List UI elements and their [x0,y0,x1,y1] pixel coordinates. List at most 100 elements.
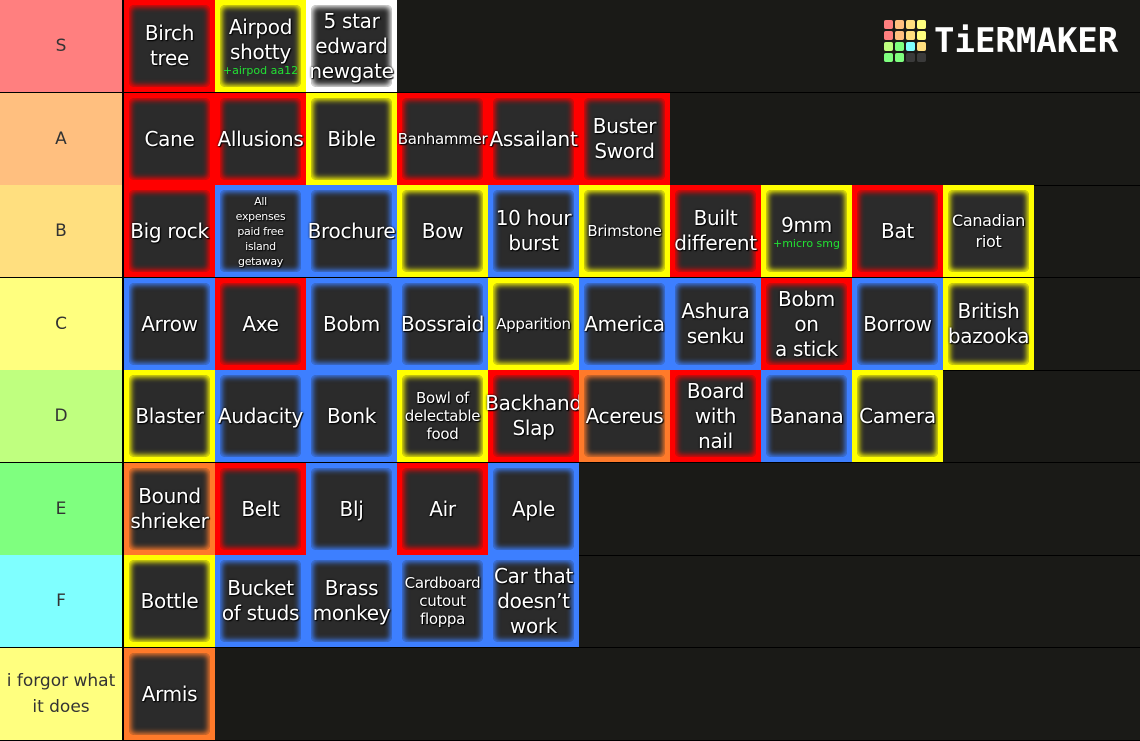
tier-item-card[interactable]: 10 hour burst [488,185,579,277]
tier-item-card[interactable]: Car that doesn’t work [488,555,579,647]
tier-item-card[interactable]: Ashura senku [670,278,761,370]
tier-item-label: Banana [769,403,844,428]
tier-item-tile: Ashura senku [675,283,756,365]
tier-item-card[interactable]: Axe [215,278,306,370]
logo-grid-cell [884,42,893,51]
tier-item-card[interactable]: Bowl of delectable food [397,370,488,462]
tier-item-label: Board with nail [686,378,745,453]
tier-label[interactable]: E [0,463,124,555]
tier-item-label: Assailant [489,126,578,151]
tier-item-tile: Airpod shotty +airpod aa12 [220,5,301,87]
tier-item-card[interactable]: Bound shrieker [124,463,215,555]
tier-item-card[interactable]: Brimstone [579,185,670,277]
tier-item-label: Backhand Slap [485,391,582,440]
tier-item-label: Borrow [863,311,932,336]
tier-item-card[interactable]: Arrow [124,278,215,370]
tier-item-label: Arrow [141,311,198,336]
tier-item-tile: Allusions [217,98,304,180]
tier-item-card[interactable]: British bazooka [943,278,1034,370]
tier-item-card[interactable]: Air [397,463,488,555]
tier-item-card[interactable]: Bossraid [397,278,488,370]
tier-item-label: Bonk [326,403,376,428]
logo-grid-cell [906,42,915,51]
tier-item-tile: Birch tree [129,5,210,87]
tier-item-card[interactable]: Banana [761,370,852,462]
tier-item-card[interactable]: Cane [124,93,215,185]
logo-grid-cell [917,53,926,62]
tier-item-card[interactable]: Bonk [306,370,397,462]
tier-item-card[interactable]: Borrow [852,278,943,370]
tier-item-card[interactable]: Cardboard cutout floppa [397,555,488,647]
tiermaker-logo-text: TiERMAKER [934,21,1119,61]
tier-label[interactable]: i forgor what it does [0,648,124,740]
tier-item-card[interactable]: Brochure [306,185,397,277]
tier-row: D Blaster Audacity Bonk Bowl of delectable f… [0,370,1140,463]
tier-items: Cane Allusions Bible Banhammer Assailant Bust… [124,93,670,185]
tier-row: F Bottle Bucket of studs Brass monkey Cardbo… [0,555,1140,648]
tier-item-card[interactable]: Bat [852,185,943,277]
tier-item-tile: Brochure [308,190,396,272]
tier-item-label: Bound shrieker [130,484,209,533]
tiermaker-logo: TiERMAKER [884,20,1118,62]
tier-label[interactable]: A [0,93,124,185]
tier-item-card[interactable]: 5 star edward newgate [306,0,397,92]
tier-item-card[interactable]: Armis [124,648,215,740]
tier-item-card[interactable]: Allusions [215,93,306,185]
tier-label[interactable]: B [0,185,124,277]
tier-item-card[interactable]: Camera [852,370,943,462]
tier-item-card[interactable]: Built different [670,185,761,277]
tier-item-card[interactable]: Bible [306,93,397,185]
tier-item-tile: Bobm on a stick [766,283,847,365]
tier-item-card[interactable]: Bucket of studs [215,555,306,647]
tier-item-card[interactable]: Airpod shotty +airpod aa12 [215,0,306,92]
tier-item-label: Car that doesn’t work [493,563,574,638]
tier-item-card[interactable]: Bobm [306,278,397,370]
tier-item-card[interactable]: Canadian riot [943,185,1034,277]
tier-item-card[interactable]: 9mm +micro smg [761,185,852,277]
tier-items: Bound shrieker Belt Blj Air Aple [124,463,579,555]
tier-item-tile: Arrow [129,283,210,365]
tier-item-card[interactable]: Big rock [124,185,215,277]
tier-item-label: All expenses paid free island getaway [235,194,286,268]
tier-item-card[interactable]: Acereus [579,370,670,462]
tier-item-label: Audacity [217,403,304,428]
tier-item-tile: Armis [129,653,210,735]
tier-item-label: 10 hour burst [495,206,572,255]
tier-item-card[interactable]: Audacity [215,370,306,462]
tier-item-label: Cane [144,126,195,151]
tier-items: Birch tree Airpod shotty +airpod aa12 5 sta… [124,0,397,92]
tier-item-label: America [584,311,665,336]
tier-item-card[interactable]: Bobm on a stick [761,278,852,370]
tier-item-card[interactable]: Belt [215,463,306,555]
tier-item-tile: Bossraid [401,283,484,365]
tier-item-card[interactable]: Backhand Slap [485,370,582,462]
tier-item-card[interactable]: Apparition [488,278,579,370]
logo-grid-cell [917,20,926,29]
tier-item-tile: Bowl of delectable food [402,375,483,457]
tier-item-label: Axe [242,311,279,336]
tier-item-tile: Blj [311,468,392,550]
tier-item-card[interactable]: All expenses paid free island getaway [215,185,306,277]
tier-item-card[interactable]: Board with nail [670,370,761,462]
tier-item-card[interactable]: Blj [306,463,397,555]
tier-item-card[interactable]: Buster Sword [579,93,670,185]
tier-label[interactable]: C [0,278,124,370]
tier-item-card[interactable]: Brass monkey [306,555,397,647]
tier-item-card[interactable]: Blaster [124,370,215,462]
tier-item-tile: Brimstone [584,190,665,272]
tier-item-card[interactable]: Assailant [488,93,579,185]
tier-item-card[interactable]: Aple [488,463,579,555]
tier-label[interactable]: F [0,555,124,647]
tier-label[interactable]: D [0,370,124,462]
tier-item-card[interactable]: Banhammer [397,93,488,185]
tier-item-tile: Bucket of studs [220,560,301,642]
tier-item-card[interactable]: Bow [397,185,488,277]
tier-item-card[interactable]: Birch tree [124,0,215,92]
tier-item-tile: Big rock [129,190,210,272]
tier-item-tile: Aple [493,468,574,550]
tier-item-card[interactable]: America [579,278,670,370]
tier-item-card[interactable]: Bottle [124,555,215,647]
tier-label[interactable]: S [0,0,124,92]
tier-item-label: Bow [421,218,464,243]
